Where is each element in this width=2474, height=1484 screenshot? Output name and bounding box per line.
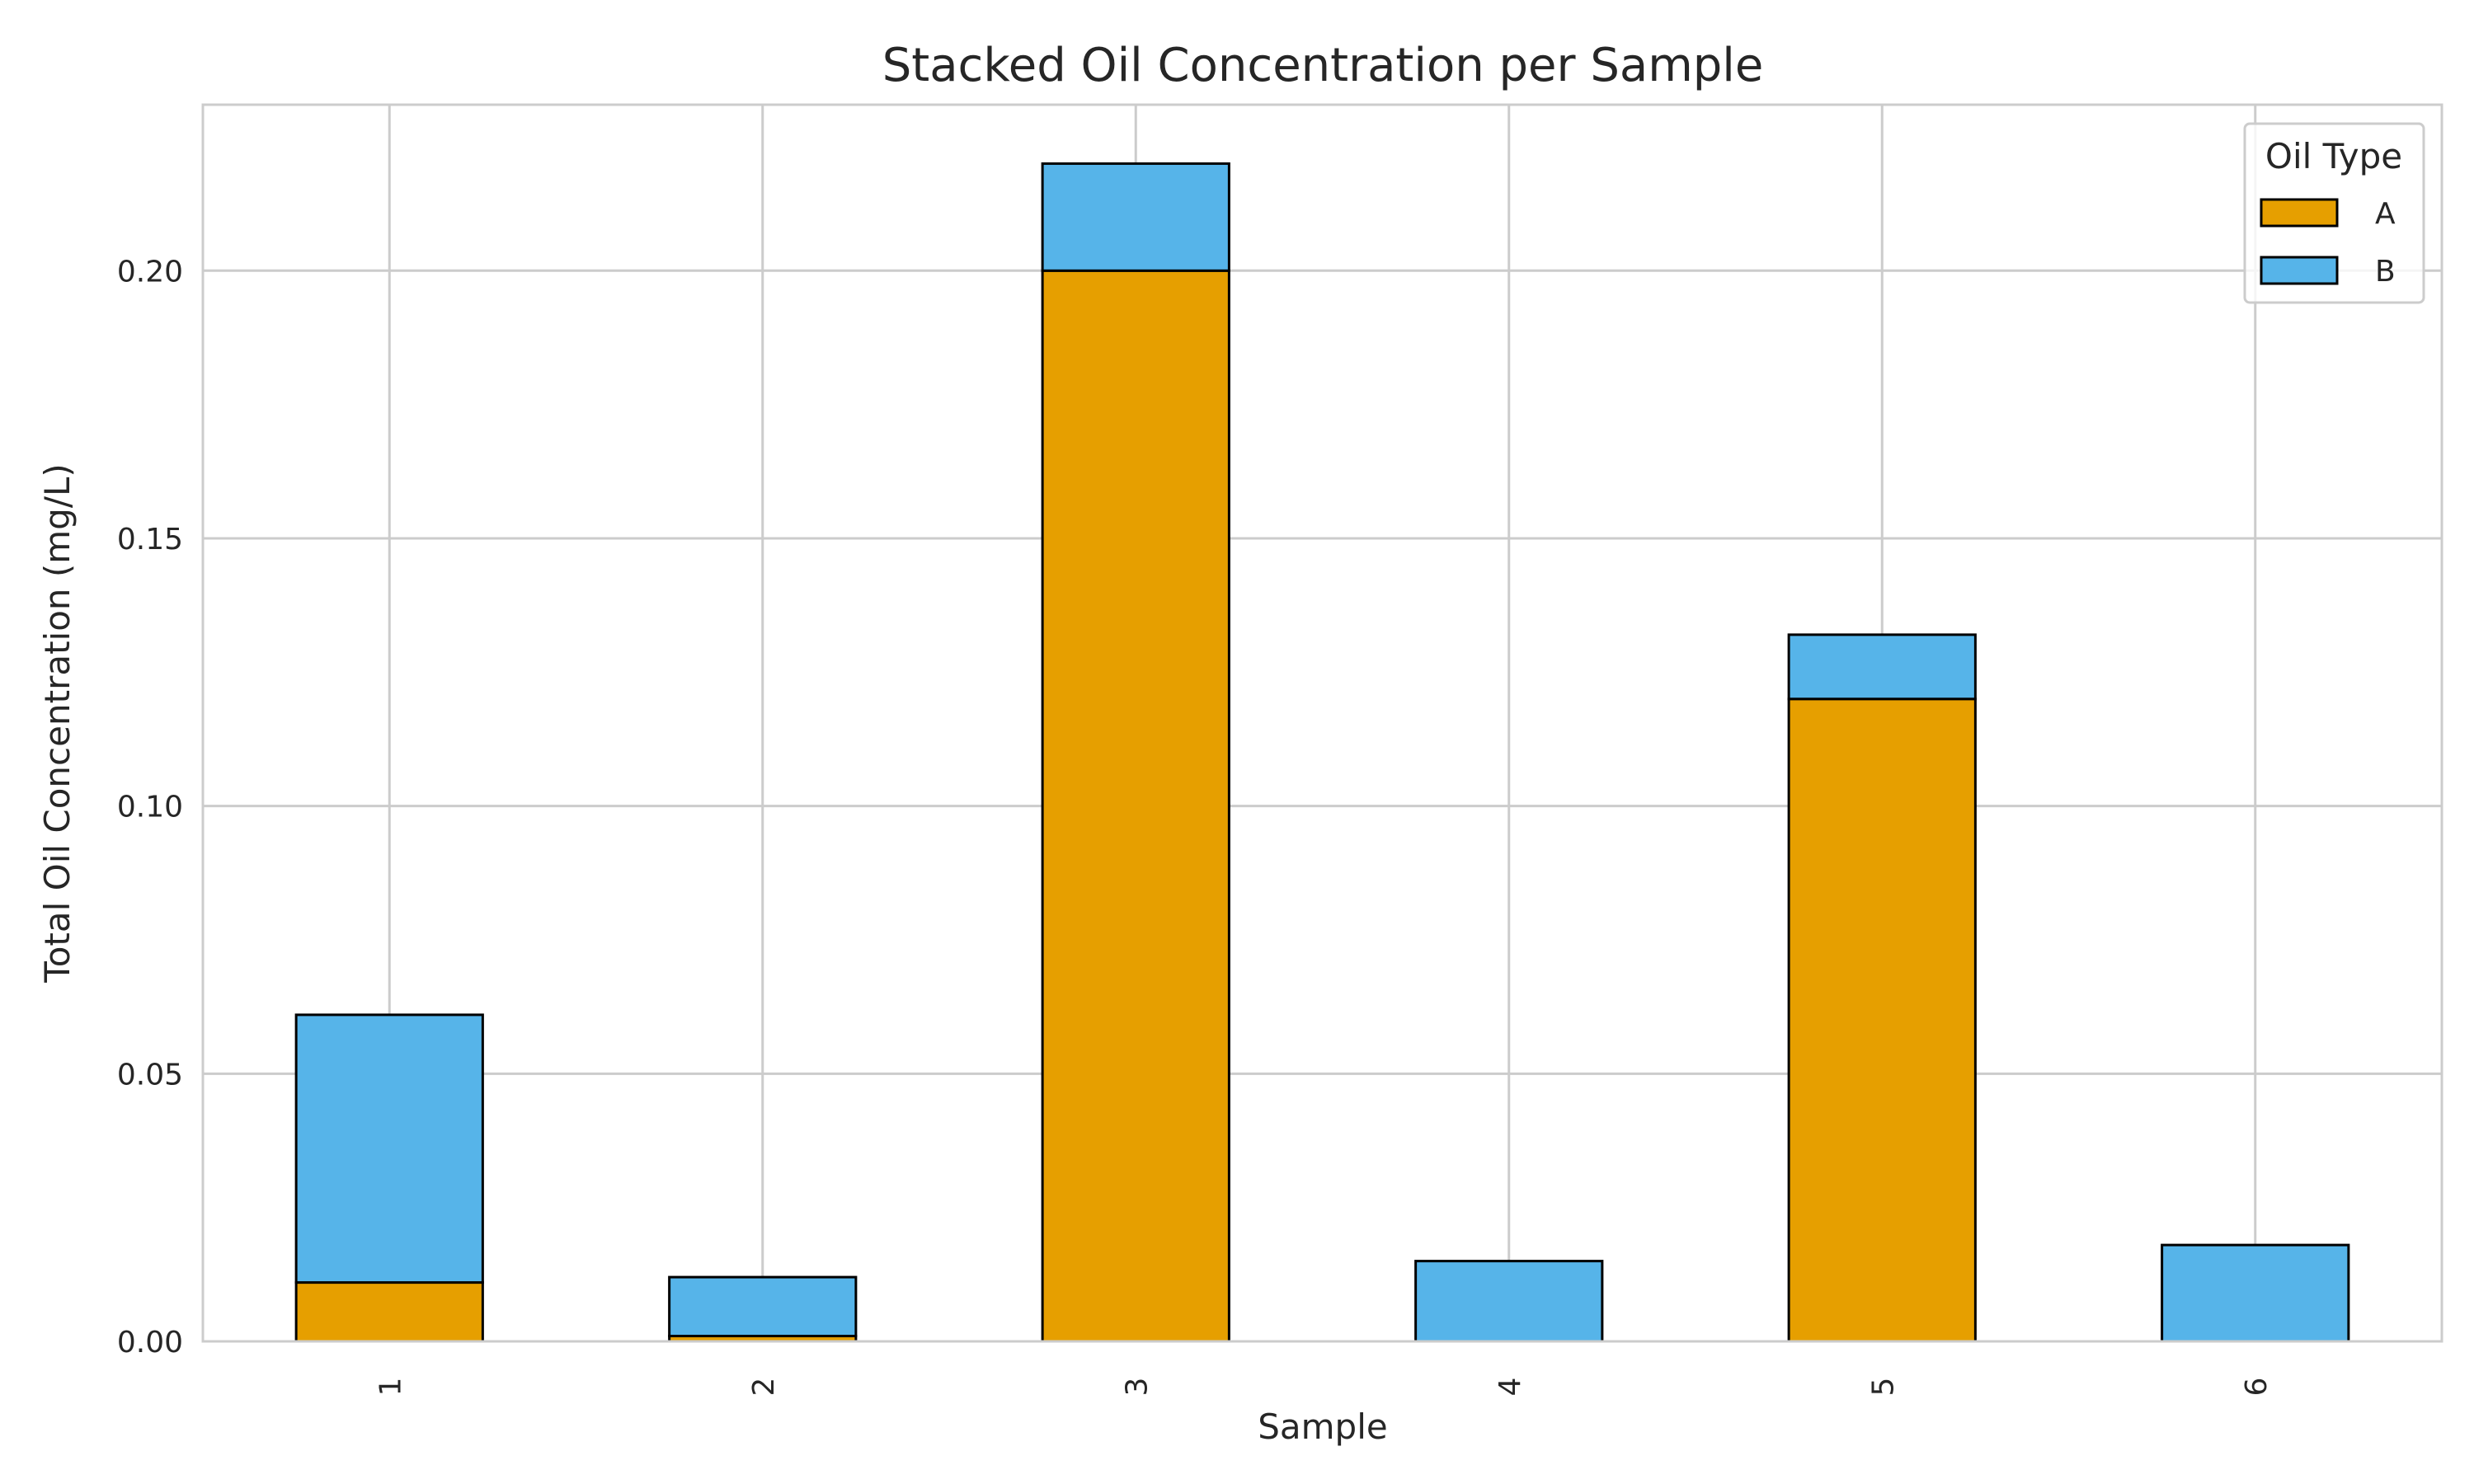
legend-label-B: B bbox=[2375, 255, 2396, 289]
legend-swatch-B bbox=[2260, 256, 2339, 285]
bar-B-sample-3 bbox=[1041, 162, 1230, 272]
bar-A-sample-1 bbox=[294, 1281, 484, 1343]
bar-B-sample-4 bbox=[1414, 1260, 1604, 1343]
x-tick-label: 5 bbox=[1866, 1378, 1900, 1397]
x-tick-label: 1 bbox=[374, 1378, 407, 1397]
bar-B-sample-1 bbox=[294, 1013, 484, 1284]
legend-items: AB bbox=[2260, 197, 2396, 289]
y-tick-label: 0.00 bbox=[117, 1326, 183, 1360]
y-tick-label: 0.10 bbox=[117, 791, 183, 824]
x-axis-ticks: 1 2 3 4 5 6 bbox=[374, 1378, 2274, 1397]
x-tick-label: 2 bbox=[747, 1378, 781, 1397]
bars bbox=[294, 162, 2350, 1343]
y-axis-ticks: 0.00 0.05 0.10 0.15 0.20 bbox=[117, 255, 183, 1360]
bar-B-sample-6 bbox=[2161, 1243, 2350, 1343]
plot-area-frame bbox=[201, 103, 2443, 1343]
y-axis-label: Total Oil Concentration (mg/L) bbox=[37, 463, 78, 984]
legend-swatch-A bbox=[2260, 198, 2339, 228]
y-tick-label: 0.20 bbox=[117, 255, 183, 289]
x-tick-label: 4 bbox=[1493, 1378, 1527, 1397]
bar-A-sample-5 bbox=[1787, 697, 1977, 1343]
y-tick-label: 0.15 bbox=[117, 523, 183, 556]
legend-title: Oil Type bbox=[2265, 136, 2402, 176]
legend: Oil Type AB bbox=[2243, 122, 2425, 304]
legend-label-A: A bbox=[2375, 197, 2396, 231]
y-tick-label: 0.05 bbox=[117, 1058, 183, 1092]
bar-B-sample-5 bbox=[1787, 633, 1977, 701]
chart-title: Stacked Oil Concentration per Sample bbox=[882, 39, 1764, 92]
bar-A-sample-3 bbox=[1041, 269, 1230, 1343]
x-axis-label: Sample bbox=[1258, 1407, 1387, 1447]
x-tick-label: 3 bbox=[1120, 1378, 1154, 1397]
x-tick-label: 6 bbox=[2240, 1378, 2274, 1397]
bar-B-sample-2 bbox=[668, 1275, 858, 1338]
